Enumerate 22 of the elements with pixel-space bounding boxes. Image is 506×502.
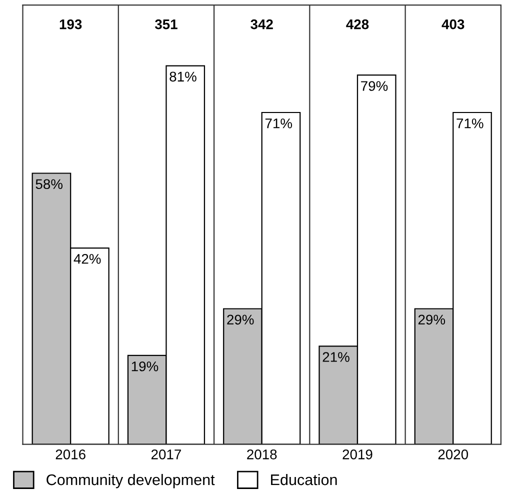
legend-label: Education — [271, 474, 337, 486]
data-label: 19% — [132, 361, 158, 372]
annotation: 351 — [154, 19, 178, 30]
x-tick-label: 2020 — [438, 450, 468, 460]
data-label: 29% — [227, 314, 254, 325]
data-label: 29% — [418, 314, 446, 325]
x-tick-label: 2018 — [247, 450, 277, 460]
x-tick-label: 2019 — [342, 450, 372, 460]
annotation: 428 — [346, 19, 369, 30]
data-label: 71% — [456, 118, 484, 128]
annotation: 403 — [442, 19, 464, 30]
x-tick-label: 2017 — [151, 450, 181, 460]
data-label: 58% — [36, 179, 63, 190]
data-label: 79% — [361, 81, 388, 91]
data-label: 71% — [265, 118, 292, 128]
data-label: 21% — [322, 352, 350, 362]
x-tick-label: 2016 — [56, 450, 86, 460]
annotation: 342 — [250, 19, 273, 30]
annotation: 193 — [60, 19, 82, 30]
data-label: 81% — [170, 72, 196, 82]
legend-label: Community development — [46, 474, 215, 488]
data-label: 42% — [74, 254, 101, 264]
